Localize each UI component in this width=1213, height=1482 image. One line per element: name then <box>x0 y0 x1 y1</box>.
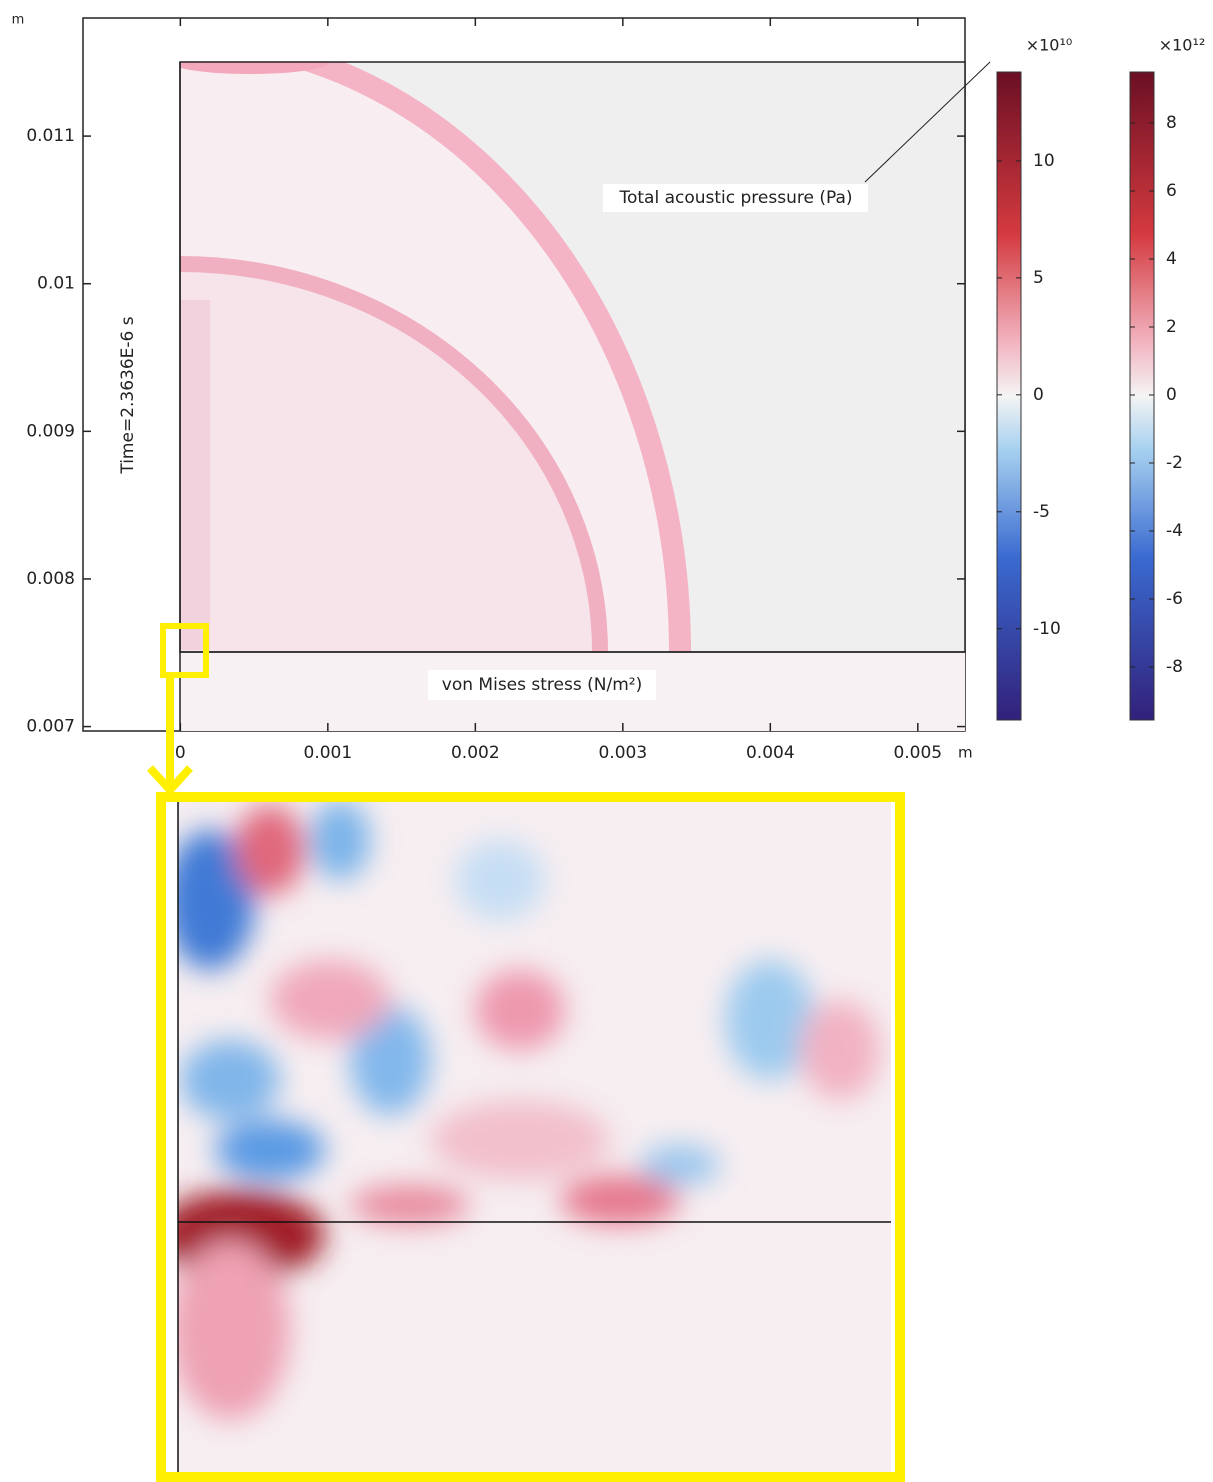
colorbar-tick-label: -8 <box>1166 657 1183 677</box>
colorbar-tick-label: 6 <box>1166 181 1177 201</box>
colorbar-multiplier: ×10¹⁰ <box>1026 36 1073 55</box>
x-tick-label: 0.001 <box>304 743 353 763</box>
colorbar <box>996 71 1022 721</box>
colorbar-tick-label: -10 <box>1033 619 1061 639</box>
colorbar-tick-label: 4 <box>1166 249 1177 269</box>
annotation: Total acoustic pressure (Pa) <box>618 188 852 208</box>
colorbar <box>1129 71 1155 721</box>
zoom-frame <box>156 792 905 1482</box>
x-tick-label: 0.003 <box>598 743 647 763</box>
zoom-arrow <box>147 675 193 796</box>
label-bg <box>428 670 656 700</box>
colorbar-tick-label: 8 <box>1166 113 1177 133</box>
y-tick-label: 0.008 <box>26 569 75 589</box>
x-tick-label: 0.005 <box>893 743 942 763</box>
time-label: Time=2.3636E-6 s <box>118 316 138 474</box>
leader-line <box>864 61 991 183</box>
pressure-field <box>180 62 965 652</box>
x-tick-label: 0.002 <box>451 743 500 763</box>
colorbar-tick-label: 5 <box>1033 268 1044 288</box>
x-tick-label: 0 <box>175 743 186 763</box>
zoom-field <box>178 802 891 1475</box>
colorbar-multiplier: ×10¹² <box>1159 36 1206 55</box>
annotation: von Mises stress (N/m²) <box>442 675 642 695</box>
colorbar-tick-label: -4 <box>1166 521 1183 541</box>
x-tick-label: 0.004 <box>746 743 795 763</box>
colorbar-tick-label: -5 <box>1033 502 1050 522</box>
colorbar-tick-label: 10 <box>1033 151 1055 171</box>
y-tick-label: 0.011 <box>26 126 75 146</box>
y-tick-label: 0.01 <box>37 274 75 294</box>
y-tick-label: 0.009 <box>26 421 75 441</box>
colorbar-tick-label: 2 <box>1166 317 1177 337</box>
x-unit: m <box>958 744 973 762</box>
y-unit: m <box>12 13 25 28</box>
y-tick-label: 0.007 <box>26 717 75 737</box>
label-bg <box>603 184 868 212</box>
colorbar-tick-label: 0 <box>1166 385 1177 405</box>
colorbar-tick-label: -2 <box>1166 453 1183 473</box>
colorbar-tick-label: 0 <box>1033 385 1044 405</box>
zoom-marker <box>160 623 209 678</box>
colorbar-tick-label: -6 <box>1166 589 1183 609</box>
